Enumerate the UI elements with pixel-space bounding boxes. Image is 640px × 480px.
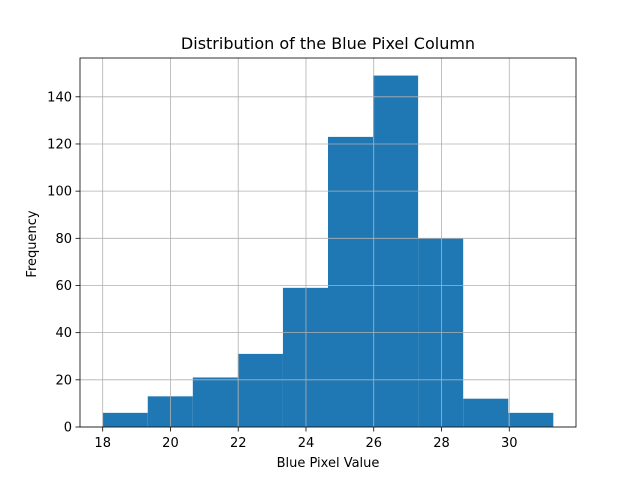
x-tick-label-3: 24 [298, 436, 315, 451]
x-axis-ticks: 18 20 22 24 26 28 30 [94, 427, 518, 451]
x-tick-label-2: 22 [230, 436, 247, 451]
x-tick-label-0: 18 [94, 436, 111, 451]
plot-frame [79, 57, 577, 428]
x-tick-label-4: 26 [365, 436, 382, 451]
y-tick-label-6: 120 [47, 137, 72, 152]
histogram-bar-5 [328, 136, 374, 427]
y-tick-label-4: 80 [55, 232, 72, 247]
x-axis-label: Blue Pixel Value [277, 456, 380, 471]
axes-frame [79, 57, 577, 428]
y-axis-label: Frequency [25, 210, 40, 277]
y-tick-label-2: 40 [55, 326, 72, 341]
histogram-bar-8 [463, 398, 509, 427]
y-tick-label-7: 140 [47, 90, 72, 105]
histogram-bar-0 [102, 412, 148, 427]
histogram-bar-2 [192, 377, 238, 427]
x-tick-label-6: 30 [501, 436, 518, 451]
histogram-bar-9 [508, 412, 554, 427]
y-tick-label-1: 20 [55, 373, 72, 388]
histogram-bar-6 [373, 75, 419, 428]
histogram-bar-4 [282, 287, 328, 427]
chart-title: Distribution of the Blue Pixel Column [181, 34, 475, 53]
y-tick-label-0: 0 [64, 421, 72, 436]
y-tick-label-5: 100 [47, 185, 72, 200]
histogram-bar-3 [237, 353, 283, 427]
y-tick-label-3: 60 [55, 279, 72, 294]
histogram-bars [102, 75, 554, 428]
x-tick-label-1: 20 [162, 436, 179, 451]
grid-lines [80, 58, 576, 428]
x-tick-label-5: 28 [433, 436, 450, 451]
y-axis-ticks: 0 20 40 60 80 100 120 140 [47, 90, 80, 436]
